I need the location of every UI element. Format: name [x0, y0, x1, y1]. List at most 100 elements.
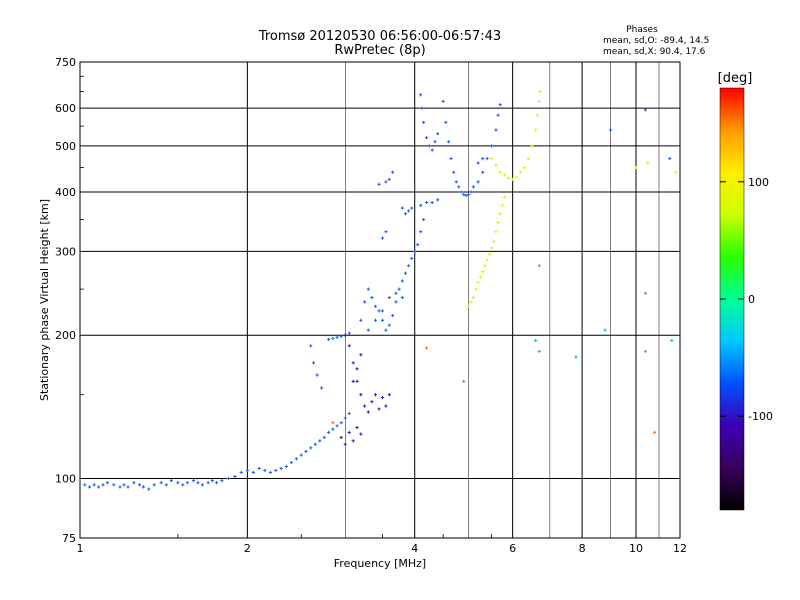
- data-point: [176, 481, 180, 485]
- data-point: [400, 206, 404, 210]
- data-point: [427, 144, 431, 148]
- phase-stats: Phases mean, sd,O: -89.4, 14.5 mean, sd,…: [603, 25, 709, 57]
- series-1: [339, 333, 391, 446]
- data-point: [403, 212, 408, 216]
- data-point: [397, 287, 401, 291]
- data-point: [534, 338, 538, 343]
- data-point: [327, 430, 331, 434]
- y-tick-label: 750: [55, 56, 76, 69]
- data-point: [467, 192, 471, 197]
- data-point: [535, 113, 540, 117]
- data-point: [511, 177, 515, 182]
- data-point: [424, 200, 429, 205]
- data-point: [335, 424, 339, 428]
- y-axis-label: Stationary phase Virtual Height [km]: [38, 199, 51, 401]
- data-point: [141, 485, 145, 489]
- data-point: [518, 170, 523, 174]
- data-point: [391, 170, 395, 174]
- data-point: [436, 198, 440, 202]
- data-point: [377, 407, 381, 411]
- data-point: [355, 379, 359, 383]
- data-point: [200, 483, 204, 487]
- y-tick-label: 100: [55, 473, 76, 486]
- data-point: [299, 453, 303, 457]
- data-point: [433, 140, 437, 144]
- data-point: [362, 404, 367, 408]
- data-point: [220, 479, 224, 483]
- data-point: [574, 355, 578, 359]
- data-point: [380, 236, 385, 240]
- data-point: [476, 180, 480, 184]
- stats-heading: Phases: [626, 25, 658, 35]
- data-point: [214, 481, 219, 485]
- data-point: [494, 128, 498, 132]
- data-point: [318, 439, 322, 443]
- data-point: [469, 300, 473, 304]
- data-point: [492, 239, 496, 243]
- data-point: [394, 291, 398, 295]
- data-point: [343, 416, 347, 420]
- data-point: [474, 287, 478, 291]
- data-point: [502, 173, 507, 177]
- data-point: [464, 193, 468, 198]
- data-point: [268, 470, 272, 475]
- data-point: [454, 180, 458, 184]
- data-point: [430, 200, 434, 205]
- data-point: [487, 252, 492, 256]
- data-point: [387, 177, 391, 182]
- data-point: [403, 271, 408, 275]
- data-point: [459, 190, 463, 194]
- data-point: [387, 295, 391, 300]
- data-point: [245, 468, 249, 473]
- data-point: [152, 483, 156, 487]
- data-point: [496, 113, 500, 117]
- data-point: [164, 483, 168, 487]
- data-points: [83, 89, 678, 491]
- plot-area: [79, 61, 681, 539]
- colorbar: [deg] -100 0 100: [718, 71, 773, 511]
- data-point: [384, 230, 388, 234]
- data-point: [476, 161, 480, 165]
- data-point: [668, 157, 672, 161]
- data-point: [339, 334, 343, 338]
- data-point: [419, 230, 423, 234]
- data-point: [355, 367, 359, 371]
- colorbar-tick-label: -100: [748, 410, 773, 423]
- data-point: [422, 217, 426, 222]
- data-point: [366, 410, 370, 414]
- data-point: [424, 136, 429, 140]
- data-point: [471, 185, 475, 189]
- data-point: [331, 336, 335, 340]
- data-point: [522, 166, 527, 170]
- data-point: [436, 132, 440, 136]
- chart-title: Tromsø 20120530 06:56:00-06:57:43: [258, 29, 501, 44]
- data-point: [309, 446, 313, 450]
- data-point: [359, 432, 363, 436]
- data-point: [327, 337, 331, 342]
- data-point: [185, 481, 189, 485]
- data-point: [424, 346, 429, 350]
- data-point: [289, 461, 293, 465]
- data-point: [279, 466, 283, 471]
- y-tick-label: 500: [55, 140, 76, 153]
- data-point: [87, 485, 92, 489]
- data-point: [373, 304, 378, 308]
- data-point: [377, 309, 381, 313]
- data-point: [416, 243, 420, 247]
- data-point: [263, 468, 267, 473]
- data-point: [118, 485, 122, 489]
- data-point: [366, 287, 370, 291]
- data-point: [490, 246, 494, 250]
- data-point: [112, 483, 116, 487]
- data-point: [444, 120, 448, 124]
- data-point: [515, 175, 519, 179]
- data-point: [674, 170, 678, 174]
- x-tick-label: 10: [629, 542, 643, 555]
- data-point: [92, 483, 96, 487]
- data-point: [132, 481, 136, 485]
- data-point: [534, 128, 538, 132]
- data-point: [471, 295, 475, 300]
- x-tick-label: 6: [509, 542, 516, 555]
- data-point: [441, 99, 445, 103]
